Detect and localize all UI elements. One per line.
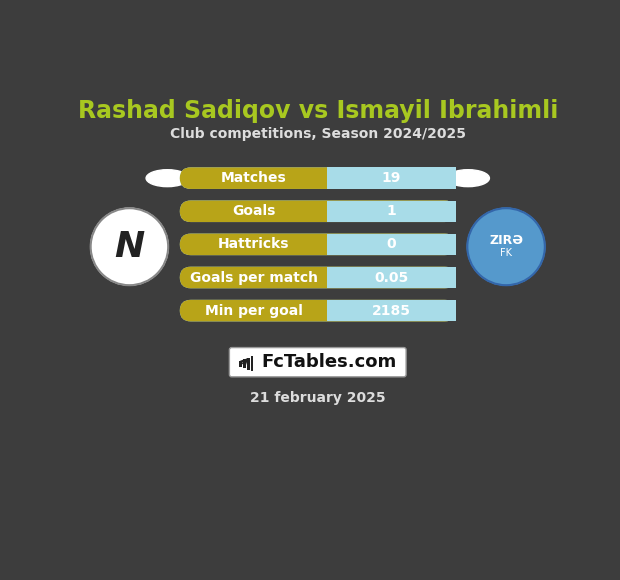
Circle shape (467, 208, 545, 285)
Text: FcTables.com: FcTables.com (262, 353, 397, 371)
FancyBboxPatch shape (180, 300, 456, 321)
FancyBboxPatch shape (180, 168, 456, 189)
Bar (239, 361, 242, 367)
Text: Matches: Matches (221, 171, 286, 185)
Bar (327, 300, 456, 321)
Bar (243, 359, 246, 368)
Text: Min per goal: Min per goal (205, 303, 303, 318)
Text: N: N (114, 230, 144, 264)
Bar (327, 201, 456, 222)
Bar (327, 234, 456, 255)
Text: 21 february 2025: 21 february 2025 (250, 392, 386, 405)
Text: FK: FK (500, 248, 512, 258)
Text: ZIRƏ: ZIRƏ (489, 234, 523, 247)
FancyBboxPatch shape (180, 234, 456, 255)
Circle shape (91, 208, 168, 285)
Text: Goals: Goals (232, 204, 275, 218)
Text: 1: 1 (387, 204, 396, 218)
Bar (247, 358, 249, 370)
Text: Club competitions, Season 2024/2025: Club competitions, Season 2024/2025 (170, 128, 466, 142)
Text: Hattricks: Hattricks (218, 237, 290, 251)
Text: 0: 0 (387, 237, 396, 251)
FancyBboxPatch shape (180, 300, 456, 321)
FancyBboxPatch shape (180, 267, 456, 288)
FancyBboxPatch shape (180, 267, 456, 288)
FancyBboxPatch shape (229, 347, 406, 377)
Text: Goals per match: Goals per match (190, 270, 317, 285)
Text: 19: 19 (382, 171, 401, 185)
Bar (327, 267, 456, 288)
Ellipse shape (146, 170, 188, 187)
Ellipse shape (447, 170, 489, 187)
Text: 0.05: 0.05 (374, 270, 409, 285)
FancyBboxPatch shape (180, 201, 456, 222)
Text: Rashad Sadiqov vs Ismayil Ibrahimli: Rashad Sadiqov vs Ismayil Ibrahimli (78, 99, 558, 123)
FancyBboxPatch shape (180, 201, 456, 222)
Bar (251, 356, 254, 371)
Bar (327, 168, 456, 189)
FancyBboxPatch shape (180, 234, 456, 255)
Text: 2185: 2185 (372, 303, 411, 318)
FancyBboxPatch shape (180, 168, 456, 189)
